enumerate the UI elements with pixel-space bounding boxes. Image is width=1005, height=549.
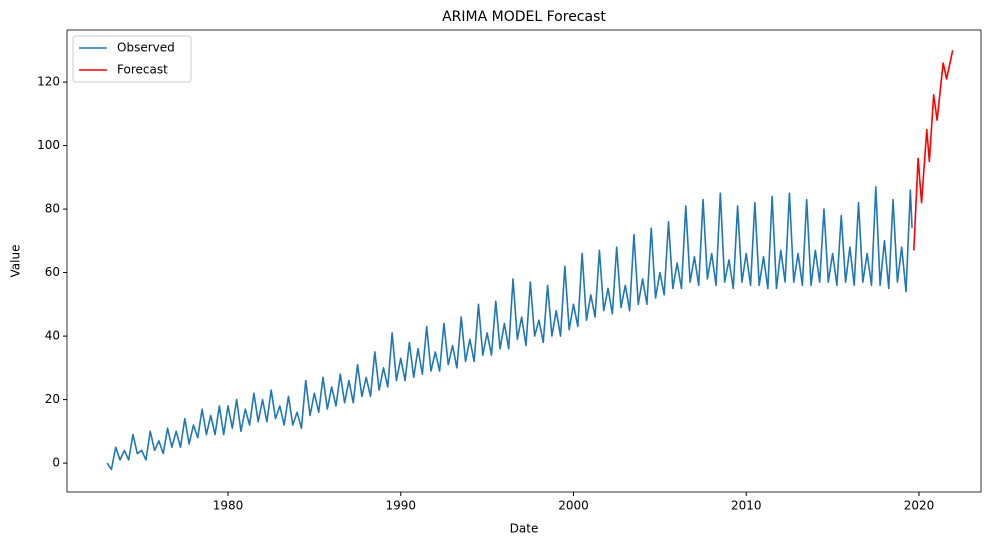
legend-label: Observed (117, 41, 175, 55)
y-axis-label: Value (9, 245, 23, 278)
x-tick-label: 2010 (731, 499, 762, 513)
x-axis-label: Date (510, 522, 539, 536)
y-tick-label: 100 (37, 138, 60, 152)
series-line (913, 50, 954, 251)
x-tick-label: 1990 (385, 499, 416, 513)
y-tick-label: 80 (45, 202, 60, 216)
series-line (106, 186, 913, 471)
x-tick-label: 1980 (213, 499, 244, 513)
x-tick-label: 2020 (904, 499, 935, 513)
y-tick-label: 120 (37, 75, 60, 89)
x-tick-label: 2000 (558, 499, 589, 513)
chart-title: ARIMA MODEL Forecast (442, 9, 606, 25)
y-tick-label: 40 (45, 329, 60, 343)
plot-frame (66, 29, 982, 493)
y-tick-label: 0 (52, 456, 60, 470)
legend-label: Forecast (117, 63, 168, 77)
y-tick-label: 60 (45, 265, 60, 279)
y-tick-label: 20 (45, 392, 60, 406)
